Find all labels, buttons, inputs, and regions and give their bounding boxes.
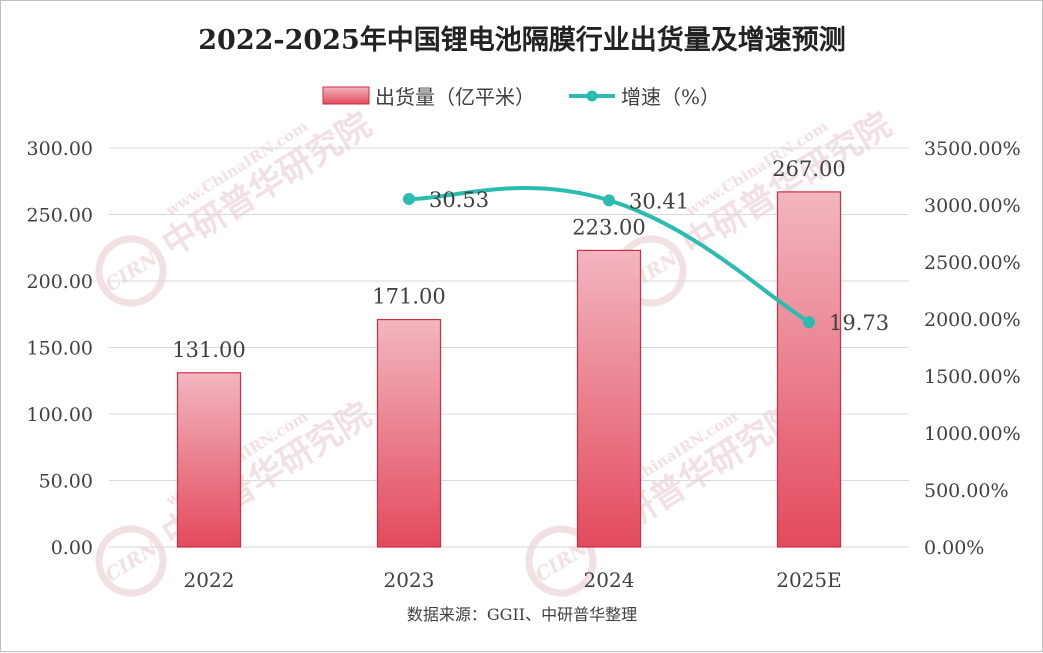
bar-series — [176, 191, 842, 548]
right-tick-label: 3000.00% — [924, 195, 1021, 217]
growth-value-label: 30.41 — [629, 189, 689, 213]
growth-value-label: 19.73 — [829, 311, 889, 335]
legend: 出货量（亿平米） 增速（%） — [322, 85, 720, 109]
right-tick-label: 500.00% — [924, 480, 1009, 502]
growth-point-2023 — [403, 192, 415, 205]
bar-2024 — [576, 249, 642, 548]
growth-point-2024 — [603, 194, 615, 207]
left-tick-label: 150.00 — [27, 338, 93, 360]
right-tick-label: 2000.00% — [924, 309, 1021, 331]
right-tick-label: 1500.00% — [924, 366, 1021, 388]
growth-value-label: 30.53 — [429, 188, 489, 212]
bar-value-label: 223.00 — [572, 215, 645, 239]
left-tick-label: 0.00 — [51, 537, 93, 559]
left-tick-label: 250.00 — [27, 205, 93, 227]
bar-value-labels: 131.00 171.00 223.00 267.00 — [172, 157, 845, 362]
legend-line-marker — [586, 90, 598, 102]
left-tick-label: 100.00 — [27, 404, 93, 426]
bar-2022 — [176, 372, 242, 548]
x-tick-label: 2025E — [776, 568, 842, 592]
growth-line-series: 30.53 30.41 19.73 — [403, 186, 889, 335]
watermark-logo-text: CIRN — [101, 537, 162, 586]
legend-line-label: 增速（%） — [621, 85, 720, 109]
left-axis: 0.00 50.00 100.00 150.00 200.00 250.00 300.00 — [27, 138, 93, 559]
gridlines — [109, 147, 909, 548]
bar-value-label: 171.00 — [372, 285, 445, 309]
chart-title: 2022-2025年中国锂电池隔膜行业出货量及增速预测 — [198, 24, 846, 56]
right-tick-label: 2500.00% — [924, 252, 1021, 274]
legend-bar-swatch — [322, 86, 370, 105]
legend-bar-label: 出货量（亿平米） — [375, 85, 535, 109]
x-tick-label: 2024 — [584, 568, 635, 592]
x-tick-label: 2023 — [384, 568, 435, 592]
watermark-logo-text: CIRN — [101, 247, 162, 296]
left-tick-label: 200.00 — [27, 271, 93, 293]
x-tick-label: 2022 — [184, 568, 235, 592]
watermark-logo-ring — [95, 235, 167, 307]
bar-2023 — [376, 318, 442, 548]
bar-2025E — [776, 191, 842, 548]
watermark-logo-ring — [95, 525, 167, 597]
left-tick-label: 50.00 — [39, 471, 93, 493]
source-note: 数据来源：GGII、中研普华整理 — [407, 605, 637, 624]
bar-value-label: 267.00 — [772, 157, 845, 181]
left-tick-label: 300.00 — [27, 138, 93, 160]
right-axis: 0.00% 500.00% 1000.00% 1500.00% 2000.00% 2500… — [924, 138, 1021, 559]
right-tick-label: 1000.00% — [924, 423, 1021, 445]
right-tick-label: 3500.00% — [924, 138, 1021, 160]
bar-value-label: 131.00 — [172, 338, 245, 362]
x-axis-labels: 2022 2023 2024 2025E — [184, 568, 842, 592]
growth-point-2025E — [803, 316, 815, 329]
watermark-text: 中研普华研究院 — [155, 105, 378, 265]
right-tick-label: 0.00% — [924, 537, 984, 559]
